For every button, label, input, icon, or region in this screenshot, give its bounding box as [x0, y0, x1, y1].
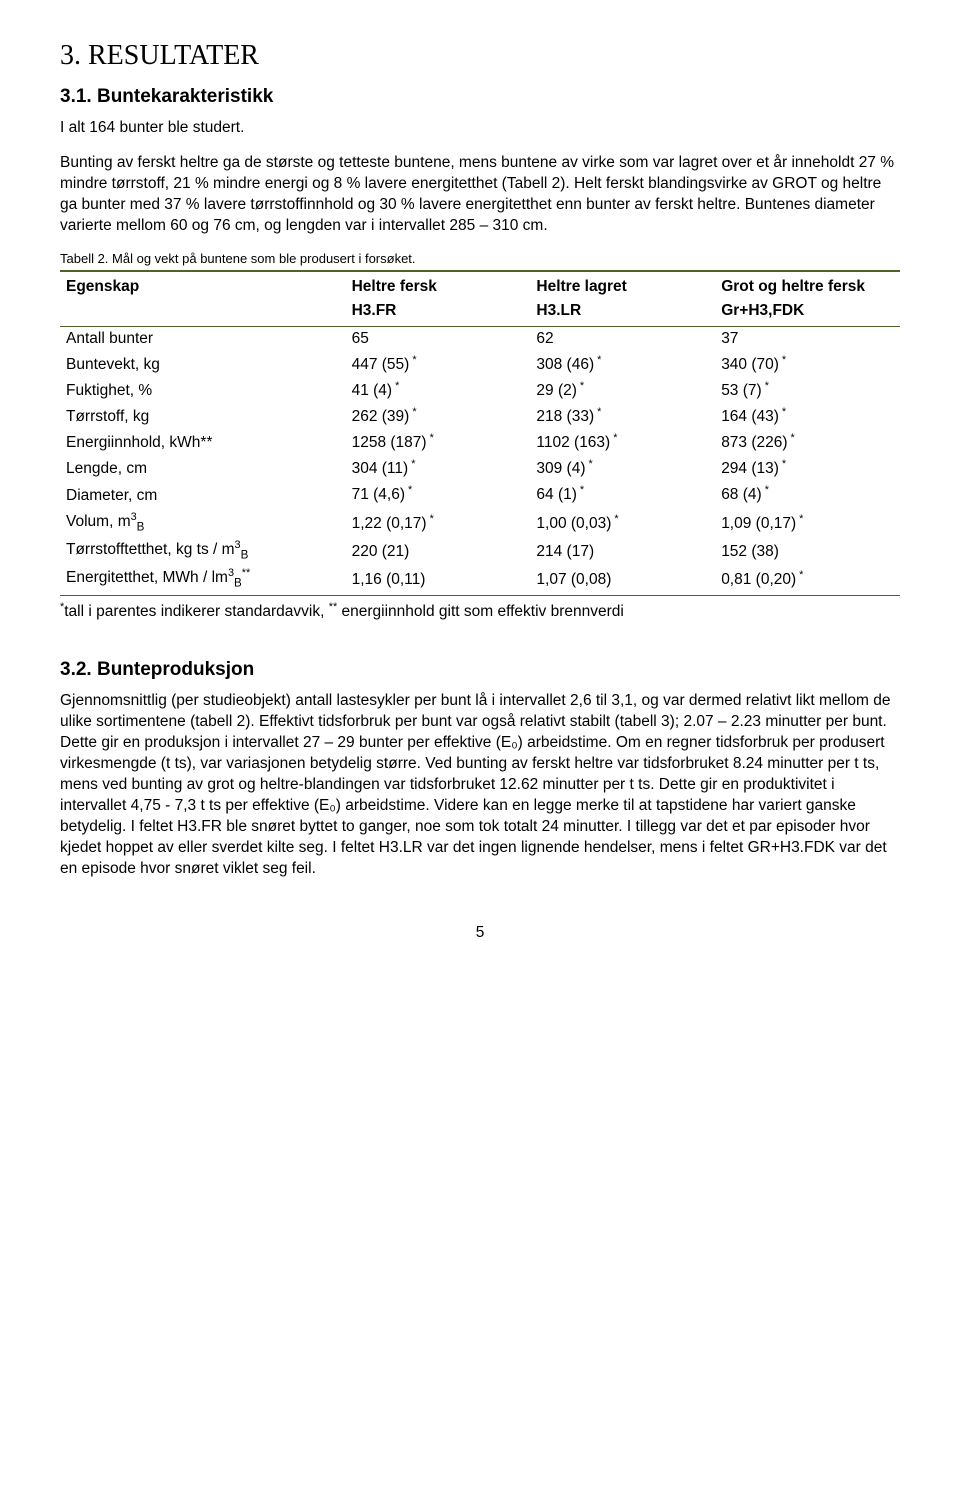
row-value: 340 (70) *	[715, 351, 900, 377]
row-value: 41 (4) *	[346, 377, 531, 403]
row-label: Buntevekt, kg	[60, 351, 346, 377]
row-value: 1,00 (0,03) *	[530, 508, 715, 536]
row-value: 37	[715, 326, 900, 351]
row-value: 220 (21)	[346, 536, 531, 564]
table-row: Tørrstofftetthet, kg ts / m3B220 (21)214…	[60, 536, 900, 564]
col-header-3b: Gr+H3,FDK	[715, 299, 900, 327]
col-header-1b: H3.FR	[346, 299, 531, 327]
row-value: 64 (1) *	[530, 481, 715, 507]
row-label: Energitetthet, MWh / lm3B**	[60, 564, 346, 596]
table-row: Volum, m3B1,22 (0,17) *1,00 (0,03) *1,09…	[60, 508, 900, 536]
row-value: 68 (4) *	[715, 481, 900, 507]
section-heading: 3. RESULTATER	[60, 40, 900, 72]
row-label: Diameter, cm	[60, 481, 346, 507]
row-value: 1,07 (0,08)	[530, 564, 715, 596]
row-value: 0,81 (0,20) *	[715, 564, 900, 596]
table-caption: Tabell 2. Mål og vekt på buntene som ble…	[60, 251, 900, 266]
row-value: 1,16 (0,11)	[346, 564, 531, 596]
table-row: Fuktighet, %41 (4) *29 (2) *53 (7) *	[60, 377, 900, 403]
row-value: 29 (2) *	[530, 377, 715, 403]
row-value: 53 (7) *	[715, 377, 900, 403]
row-label: Antall bunter	[60, 326, 346, 351]
row-label: Tørrstofftetthet, kg ts / m3B	[60, 536, 346, 564]
row-value: 62	[530, 326, 715, 351]
row-value: 1,09 (0,17) *	[715, 508, 900, 536]
col-header-1a: Heltre fersk	[346, 271, 531, 299]
table-row: Buntevekt, kg447 (55) *308 (46) *340 (70…	[60, 351, 900, 377]
row-value: 308 (46) *	[530, 351, 715, 377]
table-row: Energitetthet, MWh / lm3B**1,16 (0,11)1,…	[60, 564, 900, 596]
paragraph-3: Gjennomsnittlig (per studieobjekt) antal…	[60, 691, 900, 879]
table-row: Energiinnhold, kWh**1258 (187) *1102 (16…	[60, 429, 900, 455]
row-label: Energiinnhold, kWh**	[60, 429, 346, 455]
row-label: Volum, m3B	[60, 508, 346, 536]
row-value: 152 (38)	[715, 536, 900, 564]
row-value: 873 (226) *	[715, 429, 900, 455]
row-value: 262 (39) *	[346, 403, 531, 429]
subsection-heading-32: 3.2. Bunteproduksjon	[60, 659, 900, 681]
row-value: 309 (4) *	[530, 455, 715, 481]
row-value: 214 (17)	[530, 536, 715, 564]
col-header-label: Egenskap	[60, 271, 346, 299]
table-row: Diameter, cm71 (4,6) *64 (1) *68 (4) *	[60, 481, 900, 507]
table-row: Tørrstoff, kg262 (39) *218 (33) *164 (43…	[60, 403, 900, 429]
row-label: Fuktighet, %	[60, 377, 346, 403]
row-label: Lengde, cm	[60, 455, 346, 481]
page-number: 5	[60, 924, 900, 942]
col-header-2a: Heltre lagret	[530, 271, 715, 299]
subsection-heading-31: 3.1. Buntekarakteristikk	[60, 86, 900, 108]
table-footnote: *tall i parentes indikerer standardavvik…	[60, 600, 900, 623]
paragraph-1: I alt 164 bunter ble studert.	[60, 118, 900, 139]
col-header-3a: Grot og heltre fersk	[715, 271, 900, 299]
row-value: 1258 (187) *	[346, 429, 531, 455]
table-row: Antall bunter656237	[60, 326, 900, 351]
row-value: 304 (11) *	[346, 455, 531, 481]
row-value: 71 (4,6) *	[346, 481, 531, 507]
row-label: Tørrstoff, kg	[60, 403, 346, 429]
row-value: 294 (13) *	[715, 455, 900, 481]
row-value: 65	[346, 326, 531, 351]
table-row: Lengde, cm304 (11) *309 (4) *294 (13) *	[60, 455, 900, 481]
row-value: 447 (55) *	[346, 351, 531, 377]
paragraph-2: Bunting av ferskt heltre ga de største o…	[60, 153, 900, 237]
row-value: 1,22 (0,17) *	[346, 508, 531, 536]
col-header-2b: H3.LR	[530, 299, 715, 327]
row-value: 1102 (163) *	[530, 429, 715, 455]
data-table: Egenskap Heltre fersk Heltre lagret Grot…	[60, 270, 900, 597]
row-value: 218 (33) *	[530, 403, 715, 429]
row-value: 164 (43) *	[715, 403, 900, 429]
